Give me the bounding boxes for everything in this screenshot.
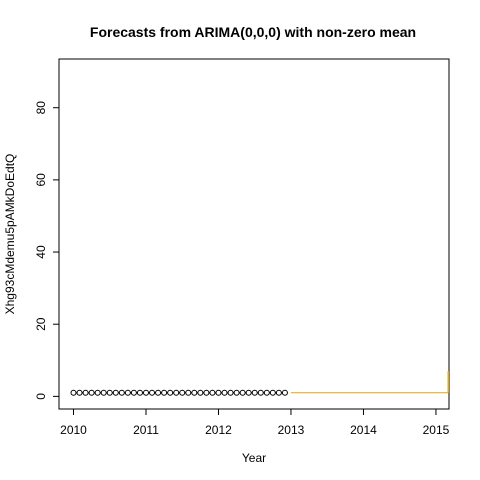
observed-series [70, 389, 288, 396]
observed-point [179, 389, 186, 396]
observed-point [88, 389, 95, 396]
observed-point [269, 389, 276, 396]
observed-point [191, 389, 198, 396]
observed-point [209, 389, 216, 396]
observed-point [130, 389, 137, 396]
observed-point [76, 389, 83, 396]
y-tick-label: 60 [34, 173, 48, 187]
observed-point [263, 389, 270, 396]
x-tick-label: 2015 [423, 423, 450, 437]
x-tick-label: 2012 [205, 423, 232, 437]
x-tick-label: 2010 [60, 423, 87, 437]
y-tick-label: 20 [34, 317, 48, 331]
y-tick-label: 40 [34, 245, 48, 259]
observed-point [149, 389, 156, 396]
y-tick-label: 80 [34, 101, 48, 115]
observed-point [203, 389, 210, 396]
observed-point [100, 389, 107, 396]
observed-point [142, 389, 149, 396]
observed-point [257, 389, 264, 396]
observed-point [275, 389, 282, 396]
observed-point [155, 389, 162, 396]
plot-frame [58, 58, 450, 410]
observed-point [118, 389, 125, 396]
x-tick-label: 2011 [133, 423, 159, 437]
observed-point [215, 389, 222, 396]
x-axis-label: Year [242, 451, 266, 465]
observed-point [124, 389, 131, 396]
forecast-layer [290, 371, 450, 394]
observed-point [221, 389, 228, 396]
x-tick-label: 2013 [278, 423, 305, 437]
y-axis: 0 20 40 60 80 [34, 101, 59, 400]
observed-point [245, 389, 252, 396]
observed-point [112, 389, 119, 396]
observed-point [106, 389, 113, 396]
y-axis-label: Xhg93cMdemu5pAMkDoEdtQ [3, 154, 17, 315]
observed-point [281, 389, 288, 396]
observed-point [239, 389, 246, 396]
observed-point [251, 389, 258, 396]
observed-point [82, 389, 89, 396]
observed-point [173, 389, 180, 396]
observed-point [94, 389, 101, 396]
observed-point [197, 389, 204, 396]
observed-point [227, 389, 234, 396]
observed-point [233, 389, 240, 396]
observed-point [70, 389, 77, 396]
observed-point [161, 389, 168, 396]
observed-point [136, 389, 143, 396]
x-axis: 2010 2011 2012 2013 2014 2015 [60, 409, 450, 437]
chart-title: Forecasts from ARIMA(0,0,0) with non-zer… [90, 24, 416, 40]
observed-point [185, 389, 192, 396]
observed-point [167, 389, 174, 396]
y-tick-label: 0 [34, 393, 48, 400]
x-tick-label: 2014 [350, 423, 377, 437]
